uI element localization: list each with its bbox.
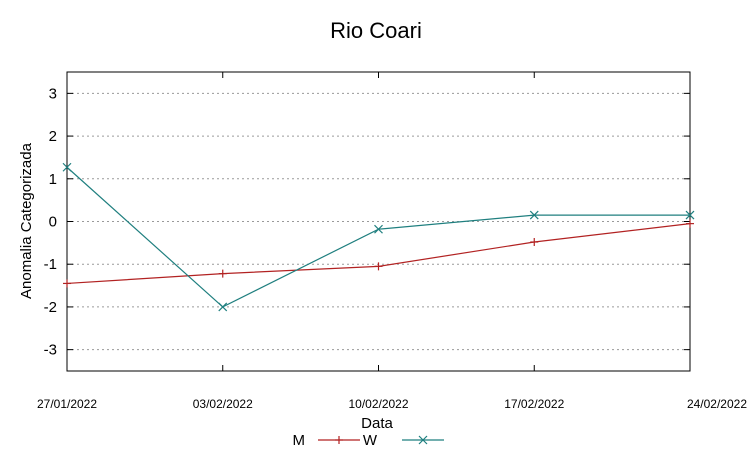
x-tick-label: 17/02/2022 [504, 397, 564, 411]
x-tick-label: 24/02/2022 [687, 397, 747, 411]
data-point-M [374, 262, 383, 271]
x-axis-label: Data [361, 415, 393, 432]
data-point-W [374, 224, 383, 234]
data-point-M [686, 219, 694, 228]
series-line-W [66, 166, 690, 308]
legend-label-M: M [293, 432, 306, 449]
y-tick-label: -2 [44, 299, 57, 316]
x-tick-label: 03/02/2022 [193, 397, 253, 411]
series-line-M [66, 223, 691, 285]
y-tick-label: -1 [44, 256, 57, 273]
data-point-W [218, 302, 228, 312]
x-tick-label: 27/01/2022 [37, 397, 97, 411]
data-point-W [529, 210, 539, 220]
y-tick-label: 0 [49, 214, 57, 231]
data-point-W [685, 210, 695, 220]
y-tick-label: -3 [44, 342, 57, 359]
legend-marker-M [335, 436, 343, 444]
y-axis-ticks: 3 2 1 0 -1 -2 -3 [44, 85, 690, 359]
chart-title: Rio Coari [330, 18, 422, 43]
data-point-M [63, 279, 71, 288]
x-axis-ticks: 27/01/2022 03/02/2022 10/02/2022 17/02/2022… [37, 72, 747, 411]
series-layer [62, 162, 695, 312]
data-point-M [530, 238, 539, 247]
y-axis-label: Anomalia Categorizada [18, 142, 35, 299]
data-point-M [218, 269, 227, 278]
y-tick-label: 3 [49, 85, 57, 102]
grid-lines [67, 92, 690, 351]
data-point-W [62, 162, 72, 172]
x-tick-label: 10/02/2022 [348, 397, 408, 411]
legend-label-W: W [363, 432, 378, 449]
legend-marker-W [418, 435, 428, 445]
y-tick-label: 1 [49, 171, 57, 188]
y-tick-label: 2 [49, 128, 57, 145]
